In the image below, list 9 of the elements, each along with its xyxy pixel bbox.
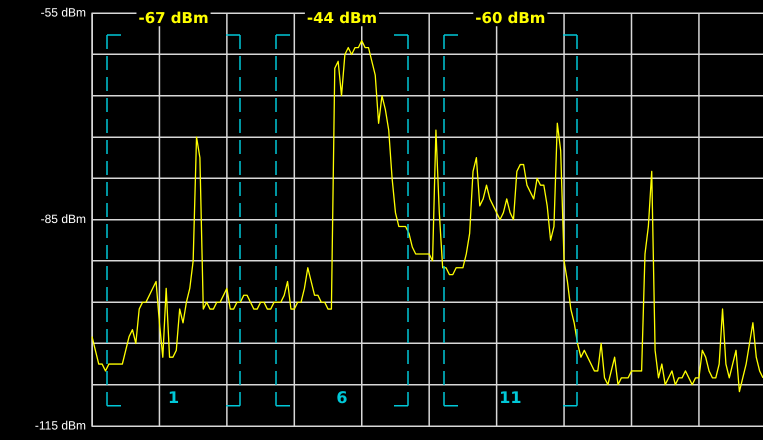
annotation: -44 dBm (306, 9, 378, 28)
annotation: -67 dBm (138, 9, 209, 28)
y-tick-label: -85 dBm (40, 212, 86, 226)
annotation: 11 (499, 388, 522, 408)
annotation: 1 (168, 388, 180, 408)
annotation: 6 (336, 388, 348, 408)
y-tick-label: -115 dBm (34, 418, 86, 432)
annotation: -60 dBm (475, 9, 546, 28)
y-tick-label: -55 dBm (40, 6, 86, 20)
